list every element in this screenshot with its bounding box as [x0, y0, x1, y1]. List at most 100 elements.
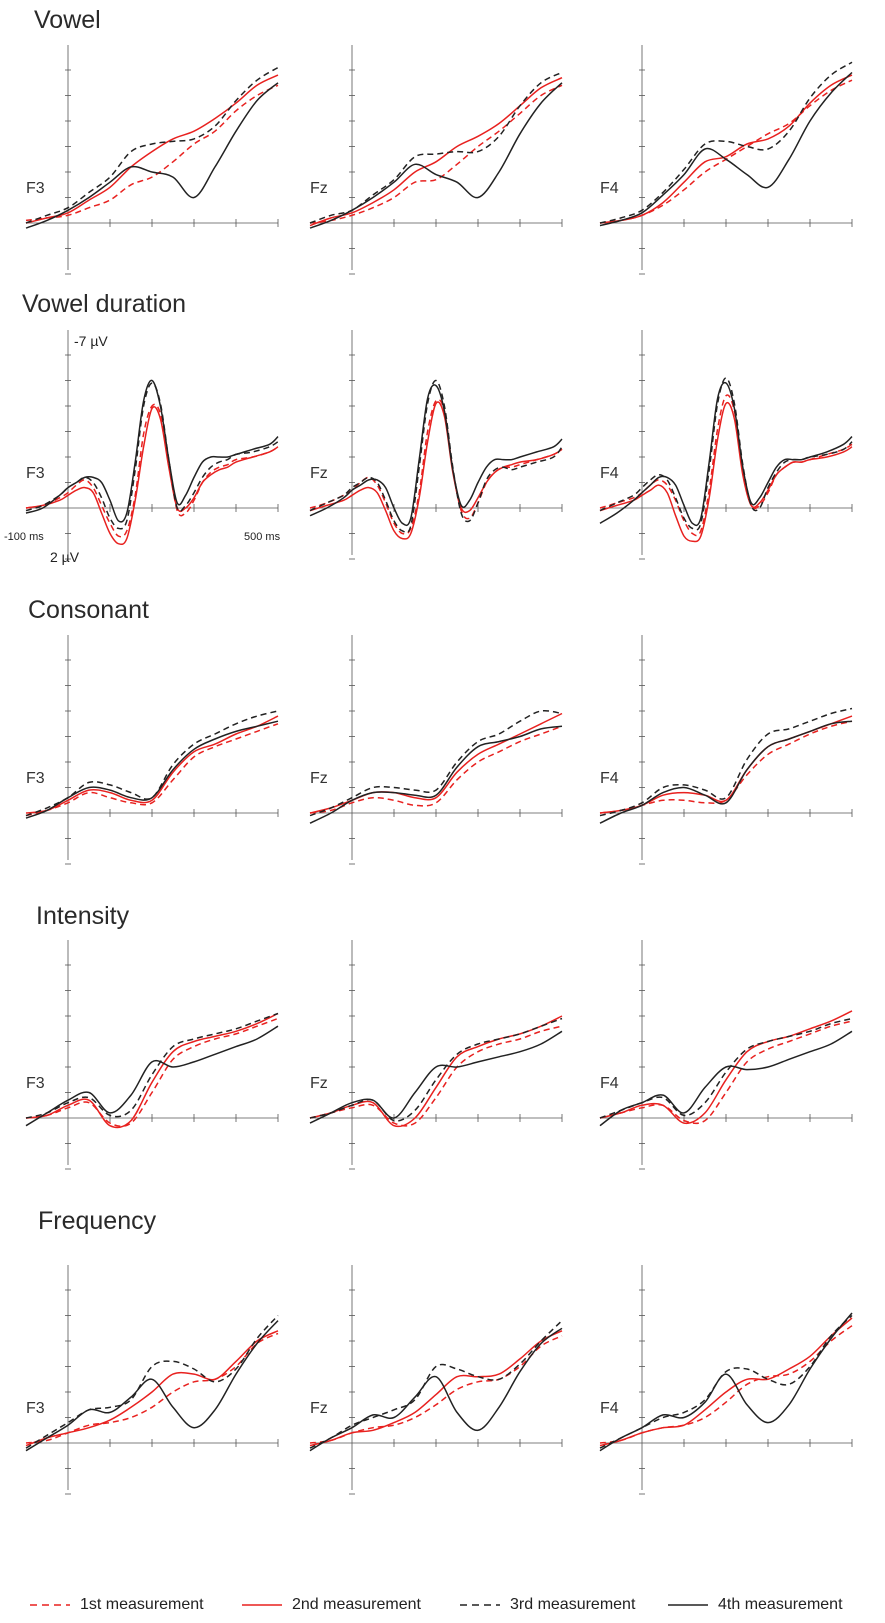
erp-panel: F3: [24, 940, 286, 1180]
erp-plot: F3: [25, 635, 279, 865]
series-line: [25, 1314, 279, 1449]
legend-item: 3rd measurement: [458, 1592, 635, 1618]
x-scale-label-right: 500 ms: [244, 531, 281, 543]
series-line: [309, 384, 563, 527]
erp-plot: F4: [599, 45, 853, 275]
series-line: [599, 1317, 853, 1447]
erp-plot: F3 -7 µV 2 µV -100 ms 500 ms: [4, 330, 281, 565]
electrode-label: F4: [600, 1075, 619, 1092]
section-title: Vowel duration: [22, 290, 187, 318]
series-line: [25, 720, 279, 819]
series-line: [309, 1327, 563, 1452]
series-line: [25, 1012, 279, 1129]
series-line: [25, 66, 279, 224]
erp-plot: F3: [25, 45, 279, 275]
series-line: [599, 394, 853, 537]
series-line: [599, 1020, 853, 1125]
erp-plot: F4: [599, 330, 853, 560]
electrode-label: F4: [600, 1400, 619, 1417]
erp-panel: Fz: [308, 635, 570, 875]
series-line: [309, 725, 563, 814]
electrode-label: F3: [26, 770, 45, 787]
series-line: [25, 403, 279, 538]
erp-panel: F3 -7 µV 2 µV -100 ms 500 ms: [4, 330, 286, 570]
erp-plot: F3: [25, 940, 279, 1170]
series-line: [25, 1025, 279, 1127]
series-line: [309, 1030, 563, 1124]
section-title: Vowel: [34, 6, 101, 34]
electrode-label: F3: [26, 1400, 45, 1417]
series-line: [599, 74, 853, 224]
series-line: [25, 1332, 279, 1444]
erp-panel: F3: [24, 1265, 286, 1505]
y-scale-label-bottom: 2 µV: [50, 549, 80, 565]
electrode-label: Fz: [310, 1400, 328, 1417]
x-scale-label-left: -100 ms: [4, 531, 44, 543]
erp-panel: Fz: [308, 1265, 570, 1505]
erp-panel: Fz: [308, 940, 570, 1180]
erp-panel: F4: [598, 330, 860, 570]
section-title: Intensity: [36, 902, 130, 930]
series-line: [25, 1330, 279, 1447]
series-line: [309, 709, 563, 817]
electrode-label: F4: [600, 770, 619, 787]
series-line: [309, 84, 563, 224]
legend-swatch: [460, 1604, 500, 1606]
legend: 1st measurement 2nd measurement 3rd measur…: [0, 1592, 885, 1618]
electrode-label: F4: [600, 180, 619, 197]
erp-plot: Fz: [309, 1265, 563, 1495]
section-title: Frequency: [38, 1207, 157, 1235]
erp-panel: F4: [598, 635, 860, 875]
series-line: [25, 715, 279, 814]
series-line: [25, 379, 279, 523]
legend-swatch: [668, 1604, 708, 1606]
series-line: [599, 1030, 853, 1127]
electrode-label: F4: [600, 465, 619, 482]
legend-label: 3rd measurement: [510, 1596, 636, 1613]
series-line: [309, 379, 563, 534]
electrode-label: Fz: [310, 180, 328, 197]
series-line: [309, 1320, 563, 1449]
series-line: [599, 377, 853, 531]
electrode-label: F3: [26, 465, 45, 482]
electrode-label: Fz: [310, 1075, 328, 1092]
legend-item: 1st measurement: [28, 1592, 204, 1618]
series-line: [25, 406, 279, 546]
series-line: [599, 1017, 853, 1119]
legend-label: 4th measurement: [718, 1596, 843, 1613]
electrode-label: Fz: [310, 770, 328, 787]
erp-panel: F4: [598, 1265, 860, 1505]
erp-plot: Fz: [309, 330, 563, 560]
series-line: [25, 74, 279, 224]
series-line: [599, 720, 853, 814]
series-line: [309, 401, 563, 540]
erp-plot: F4: [599, 1265, 853, 1495]
y-scale-label-top: -7 µV: [74, 333, 108, 349]
series-line: [309, 398, 563, 535]
series-line: [309, 1330, 563, 1447]
legend-item: 4th measurement: [666, 1592, 843, 1618]
erp-panel: Fz: [308, 45, 570, 285]
erp-panel: F3: [24, 45, 286, 285]
electrode-label: Fz: [310, 465, 328, 482]
series-line: [25, 82, 279, 229]
series-line: [599, 1010, 853, 1125]
erp-panel: Fz: [308, 330, 570, 570]
series-line: [599, 1325, 853, 1444]
series-line: [599, 720, 853, 824]
series-line: [599, 715, 853, 814]
series-line: [25, 1012, 279, 1119]
series-line: [599, 79, 853, 224]
electrode-label: F3: [26, 180, 45, 197]
legend-swatch: [30, 1604, 70, 1606]
series-line: [309, 1017, 563, 1122]
erp-plot: F4: [599, 635, 853, 865]
series-line: [25, 84, 279, 222]
electrode-label: F3: [26, 1075, 45, 1092]
erp-plot: F3: [25, 1265, 279, 1495]
series-line: [599, 1312, 853, 1452]
erp-plot: Fz: [309, 45, 563, 275]
series-line: [599, 707, 853, 817]
erp-panel: F4: [598, 940, 860, 1180]
series-line: [599, 401, 853, 543]
